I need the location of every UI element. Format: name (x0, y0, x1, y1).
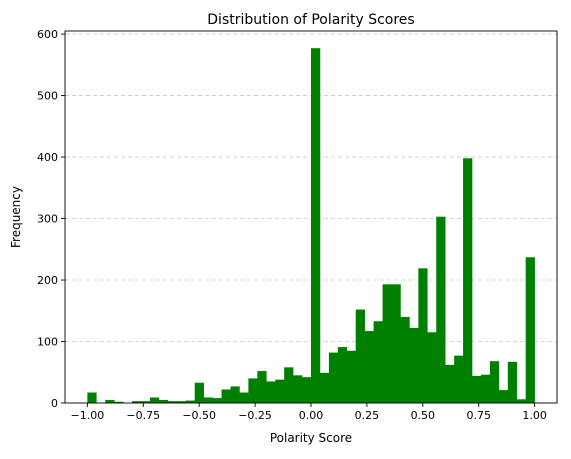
histogram-bar-23 (293, 375, 303, 403)
histogram-bar-18 (248, 378, 258, 403)
bars (87, 48, 535, 404)
x-axis-ticks: −1.00 −0.75 −0.50 −0.25 0.00 0.25 0.50 0.75 1.00 (71, 403, 547, 422)
histogram-bar-45 (489, 361, 500, 403)
histogram-bar-34 (391, 284, 401, 403)
histogram-bar-5 (132, 401, 142, 403)
histogram-bar-35 (400, 316, 410, 403)
x-tick-label-6: 0.50 (411, 409, 436, 422)
x-tick-label-5: 0.25 (355, 409, 380, 422)
histogram-bar-14 (212, 398, 222, 403)
histogram-bar-10 (176, 401, 187, 403)
histogram-bar-41 (454, 355, 464, 403)
x-axis-label: Polarity Score (270, 431, 352, 445)
histogram-bar-11 (185, 400, 196, 403)
histogram-bar-3 (114, 401, 124, 403)
histogram-bar-15 (221, 389, 231, 403)
histogram-bar-0 (87, 392, 97, 403)
histogram-bar-40 (445, 364, 455, 403)
y-tick-label-3: 300 (37, 213, 58, 226)
histogram-bar-48 (516, 399, 526, 403)
histogram-bar-30 (355, 309, 365, 403)
histogram-bar-39 (436, 216, 446, 403)
histogram-bar-19 (257, 371, 267, 403)
y-tick-label-4: 400 (37, 151, 58, 164)
histogram-bar-38 (427, 332, 437, 403)
histogram-bar-31 (364, 331, 374, 403)
histogram-bar-27 (328, 352, 339, 403)
histogram-bar-44 (480, 374, 491, 403)
histogram-bar-25 (311, 48, 321, 404)
x-tick-label-7: 0.75 (466, 409, 491, 422)
histogram-bar-49 (525, 257, 535, 403)
histogram-bar-8 (158, 399, 169, 403)
histogram-bar-13 (203, 397, 213, 403)
histogram-bar-21 (275, 379, 285, 403)
histogram-bar-36 (409, 327, 419, 403)
y-axis-ticks: 0 100 200 300 400 500 600 (37, 28, 65, 410)
histogram-bar-7 (149, 397, 160, 403)
histogram-bar-6 (141, 401, 151, 403)
histogram-bar-33 (382, 284, 392, 403)
x-tick-label-4: 0.00 (299, 409, 324, 422)
y-axis-label: Frequency (9, 186, 23, 248)
y-tick-label-0: 0 (51, 397, 58, 410)
histogram-bar-28 (337, 347, 348, 403)
y-tick-label-5: 500 (37, 90, 58, 103)
histogram-bar-47 (507, 361, 518, 403)
histogram-bar-20 (266, 381, 276, 403)
histogram-bar-17 (239, 392, 249, 403)
x-tick-label-3: −0.25 (238, 409, 272, 422)
x-tick-label-8: 1.00 (522, 409, 547, 422)
x-tick-label-1: −0.75 (126, 409, 160, 422)
histogram-bar-26 (319, 372, 330, 403)
histogram-bar-29 (346, 350, 357, 403)
histogram-bar-42 (463, 158, 473, 403)
y-tick-label-2: 200 (37, 274, 58, 287)
histogram-bar-2 (105, 399, 115, 403)
chart-title: Distribution of Polarity Scores (207, 12, 414, 28)
histogram-bar-43 (472, 375, 482, 403)
y-tick-label-6: 600 (37, 28, 58, 41)
y-tick-label-1: 100 (37, 336, 58, 349)
histogram-bar-9 (167, 401, 178, 403)
histogram-bar-16 (230, 386, 240, 403)
x-tick-label-0: −1.00 (71, 409, 105, 422)
histogram-bar-32 (373, 321, 383, 403)
histogram-bar-46 (498, 390, 509, 403)
histogram-bar-24 (302, 377, 312, 403)
histogram-bar-22 (284, 367, 294, 403)
x-tick-label-2: −0.50 (182, 409, 216, 422)
histogram-bar-12 (194, 382, 204, 403)
histogram-bar-37 (418, 268, 428, 403)
